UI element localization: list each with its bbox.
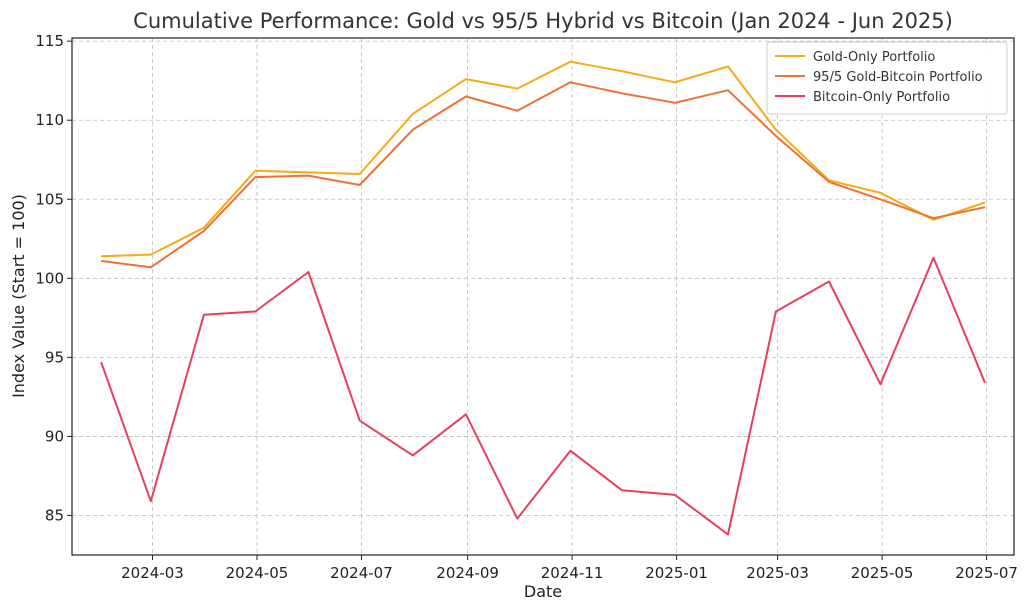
y-axis-label: Index Value (Start = 100) [9, 194, 28, 398]
grid [72, 38, 1014, 555]
y-tick-label: 90 [45, 427, 64, 445]
legend: Gold-Only Portfolio 95/5 Gold-Bitcoin Por… [766, 41, 1008, 115]
x-tick-label: 2025-01 [645, 564, 708, 582]
x-tick-label: 2025-03 [746, 564, 809, 582]
y-tick-label: 100 [35, 269, 64, 287]
y-tick-label: 110 [35, 111, 64, 129]
x-tick-label: 2025-05 [851, 564, 914, 582]
x-tick-label: 2024-05 [226, 564, 289, 582]
legend-label-2: 95/5 Gold-Bitcoin Portfolio [813, 70, 983, 85]
x-tick-label: 2025-07 [955, 564, 1018, 582]
y-tick-label: 95 [45, 348, 64, 366]
y-tick-label: 85 [45, 506, 64, 524]
x-tick-label: 2024-07 [330, 564, 393, 582]
plot-frame [71, 37, 1015, 556]
series-line-2 [100, 81, 986, 269]
x-axis-label: Date [524, 582, 562, 601]
series-line-1 [101, 60, 986, 258]
legend-label-3: Bitcoin-Only Portfolio [813, 90, 950, 105]
y-tick-label: 115 [35, 32, 64, 50]
series-line-3 [100, 256, 986, 536]
legend-box [766, 41, 1008, 115]
chart-title: Cumulative Performance: Gold vs 95/5 Hyb… [133, 9, 953, 33]
axis-ticks: 85 90 95 100 105 110 115 2024-03 2024-05 2024-07 2… [35, 32, 1018, 582]
x-tick-label: 2024-11 [541, 564, 604, 582]
legend-label-1: Gold-Only Portfolio [813, 50, 935, 65]
y-tick-label: 105 [35, 190, 64, 208]
x-tick-label: 2024-03 [121, 564, 184, 582]
x-tick-label: 2024-09 [436, 564, 499, 582]
series-layer [100, 60, 986, 536]
